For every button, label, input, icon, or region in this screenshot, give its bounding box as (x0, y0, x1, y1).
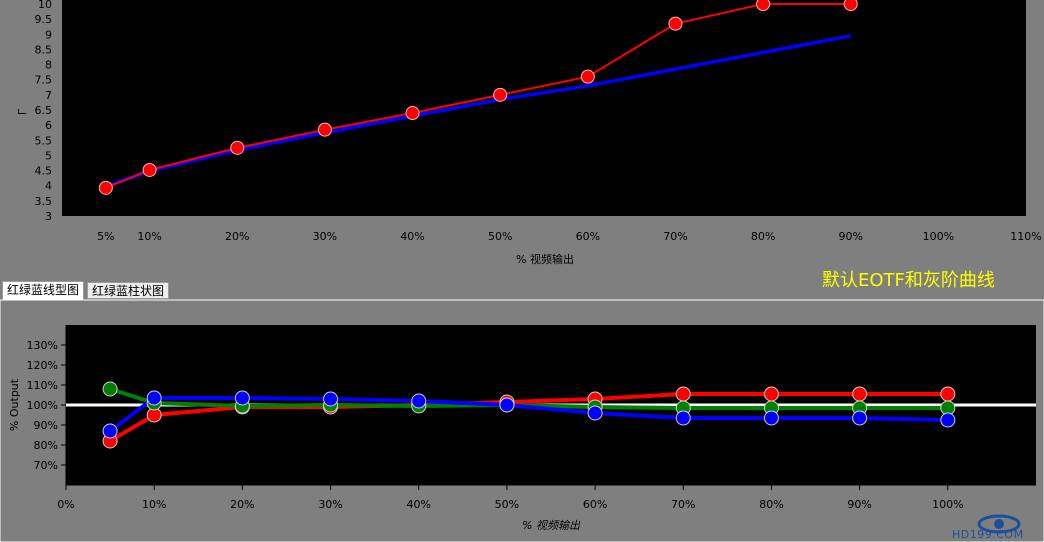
gamma-point (142, 162, 157, 177)
tab-rgb-line-chart[interactable]: 红绿蓝线型图 (2, 281, 85, 300)
rgb-x-tick-label: 100% (932, 498, 963, 511)
gamma-chart: 3 3.5 4 4.5 5 5.5 6 6.5 7 7.5 8 8.5 9 9.5 10 5% 10% 20% 3… (16, 0, 1042, 266)
gamma-y-tick-label: 9 (45, 28, 52, 41)
rgb-x-tick-label: 10% (142, 498, 166, 511)
rgb-point (852, 410, 868, 426)
watermark-text: HD199.COM (952, 528, 1024, 541)
rgb-point (763, 386, 779, 402)
gamma-series-line (105, 3, 851, 189)
rgb-x-ticks: 0% 10% 20% 30% 40% 50% 60% 70% 80% 90% 100% (57, 484, 1036, 511)
rgb-y-axis-label: % Output (8, 378, 21, 431)
gamma-point (98, 180, 113, 195)
gamma-y-tick-label: 5 (45, 149, 52, 162)
gamma-y-tick-label: 4 (45, 180, 52, 193)
gamma-x-axis-label: % 视频输出 (516, 252, 574, 266)
rgb-point (499, 397, 515, 413)
gamma-series (98, 0, 858, 195)
rgb-y-tick-label: 80% (34, 439, 58, 452)
rgb-x-tick-label: 0% (57, 498, 74, 511)
gamma-x-tick-label: 80% (751, 230, 775, 243)
rgb-point (146, 390, 162, 406)
rgb-x-tick-label: 50% (495, 498, 519, 511)
gamma-y-tick-label: 6.5 (35, 104, 53, 117)
gamma-y-tick-label: 4.5 (35, 165, 53, 178)
rgb-point (852, 386, 868, 402)
gamma-x-tick-label: 5% (97, 230, 114, 243)
gamma-point (843, 0, 858, 11)
gamma-x-tick-label: 100% (923, 230, 954, 243)
gamma-y-tick-label: 8 (45, 59, 52, 72)
gamma-point (493, 87, 508, 102)
gamma-x-tick-label: 50% (488, 230, 512, 243)
gamma-y-tick-label: 3 (45, 210, 52, 223)
rgb-y-tick-label: 70% (34, 459, 58, 472)
gamma-y-tick-label: 9.5 (35, 13, 53, 26)
gamma-point (317, 122, 332, 137)
rgb-x-tick-label: 40% (407, 498, 431, 511)
rgb-point (102, 423, 118, 439)
rgb-x-tick-label: 70% (671, 498, 695, 511)
gamma-x-tick-label: 60% (576, 230, 600, 243)
gamma-x-tick-label: 30% (313, 230, 337, 243)
rgb-series (102, 381, 956, 449)
rgb-point (102, 381, 118, 397)
gamma-y-tick-label: 10 (38, 0, 52, 11)
gamma-y-axis-label: Γ (16, 108, 29, 115)
gamma-x-tick-label: 70% (663, 230, 687, 243)
gamma-y-tick-label: 6 (45, 119, 52, 132)
gamma-x-ticks: 5% 10% 20% 30% 40% 50% 60% 70% 80% 90% 100% 110% (97, 230, 1042, 243)
gamma-y-tick-label: 7.5 (35, 74, 53, 87)
gamma-series-line (105, 34, 852, 188)
gamma-y-tick-label: 3.5 (35, 195, 53, 208)
rgb-x-tick-label: 30% (318, 498, 342, 511)
gamma-point (756, 0, 771, 11)
chart-caption: 默认EOTF和灰阶曲线 (822, 270, 995, 291)
rgb-x-tick-label: 90% (847, 498, 871, 511)
gamma-y-tick-label: 8.5 (35, 43, 53, 56)
gamma-y-ticks: 3 3.5 4 4.5 5 5.5 6 6.5 7 7.5 8 8.5 9 9.5 10 (35, 0, 53, 223)
rgb-point (587, 405, 603, 421)
gamma-point (668, 16, 683, 31)
tab-rgb-bar-chart[interactable]: 红绿蓝柱状图 (87, 282, 170, 299)
gamma-x-tick-label: 40% (400, 230, 424, 243)
gamma-x-tick-label: 10% (137, 230, 161, 243)
gamma-x-tick-label: 20% (225, 230, 249, 243)
rgb-x-tick-label: 20% (230, 498, 254, 511)
rgb-y-tick-label: 110% (27, 379, 58, 392)
rgb-point (940, 386, 956, 402)
rgb-point (411, 393, 427, 409)
rgb-x-tick-label: 60% (583, 498, 607, 511)
rgb-point (763, 410, 779, 426)
gamma-point (230, 140, 245, 155)
gamma-point (580, 69, 595, 84)
gamma-y-tick-label: 7 (45, 89, 52, 102)
gamma-x-tick-label: 90% (839, 230, 863, 243)
rgb-point (940, 412, 956, 428)
gamma-point (405, 106, 420, 121)
rgb-balance-chart: 70% 80% 90% 100% 110% 120% 130% 0% 10% 20% 30% 40%… (8, 325, 1036, 532)
rgb-y-tick-label: 90% (34, 419, 58, 432)
rgb-y-tick-label: 130% (27, 339, 58, 352)
gamma-plot-area (62, 0, 1026, 216)
rgb-point (675, 386, 691, 402)
rgb-x-axis-label: % 视频输出 (522, 519, 581, 532)
rgb-y-ticks: 70% 80% 90% 100% 110% 120% 130% (27, 325, 67, 485)
rgb-point (234, 390, 250, 406)
rgb-x-tick-label: 80% (759, 498, 783, 511)
rgb-point (323, 391, 339, 407)
rgb-y-tick-label: 100% (27, 399, 58, 412)
gamma-y-tick-label: 5.5 (35, 134, 53, 147)
rgb-point (675, 410, 691, 426)
rgb-y-tick-label: 120% (27, 359, 58, 372)
eye-logo-icon (977, 514, 1021, 534)
gamma-x-tick-label: 110% (1010, 230, 1041, 243)
